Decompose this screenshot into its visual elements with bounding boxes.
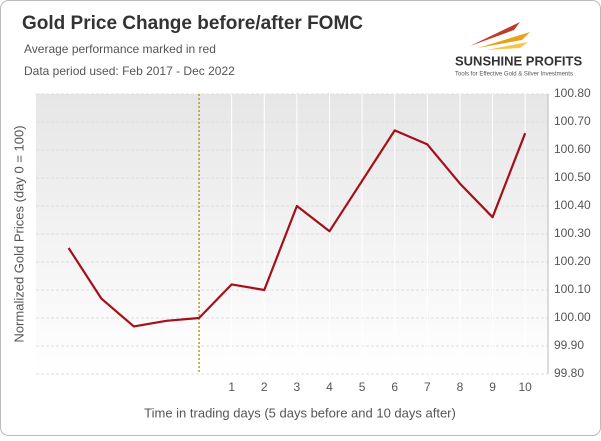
x-tick-label: 5 (359, 380, 366, 394)
y-tick-label: 100.30 (554, 226, 591, 240)
y-tick-label: 100.10 (554, 282, 591, 296)
y-tick-label: 100.00 (554, 310, 591, 324)
logo: SUNSHINE PROFITS Tools for Effective Gol… (455, 22, 582, 78)
logo-ray (478, 32, 530, 48)
chart-title: Gold Price Change before/after FOMC (22, 13, 363, 34)
x-tick-label: 1 (228, 380, 235, 394)
y-axis-label: Normalized Gold Prices (day 0 = 100) (11, 125, 26, 342)
y-tick-label: 100.40 (554, 198, 591, 212)
y-tick-label: 100.60 (554, 142, 591, 156)
price-line (67, 129, 527, 328)
y-tick-label: 99.90 (554, 338, 584, 352)
x-tick-label: 2 (261, 380, 268, 394)
y-tick-label: 100.80 (554, 86, 591, 100)
y-tick-label: 100.70 (554, 114, 591, 128)
logo-name: SUNSHINE PROFITS (455, 53, 582, 68)
x-tick-label: 10 (518, 380, 532, 394)
x-tick-label: 8 (457, 380, 464, 394)
y-tick-label: 99.80 (554, 366, 584, 380)
y-tick-label: 100.20 (554, 254, 591, 268)
logo-ray (486, 42, 528, 50)
logo-ray (470, 22, 520, 46)
x-tick-label: 7 (424, 380, 431, 394)
x-tick-label: 9 (489, 380, 496, 394)
subtitle: Average performance marked in red (24, 42, 216, 56)
logo-tagline: Tools for Effective Gold & Silver Invest… (455, 72, 573, 78)
x-tick-label: 3 (294, 380, 301, 394)
note: Data period used: Feb 2017 - Dec 2022 (24, 64, 235, 78)
x-axis-label: Time in trading days (5 days before and … (144, 405, 456, 420)
x-tick-label: 6 (391, 380, 398, 394)
x-tick-label: 4 (326, 380, 333, 394)
y-tick-label: 100.50 (554, 170, 591, 184)
